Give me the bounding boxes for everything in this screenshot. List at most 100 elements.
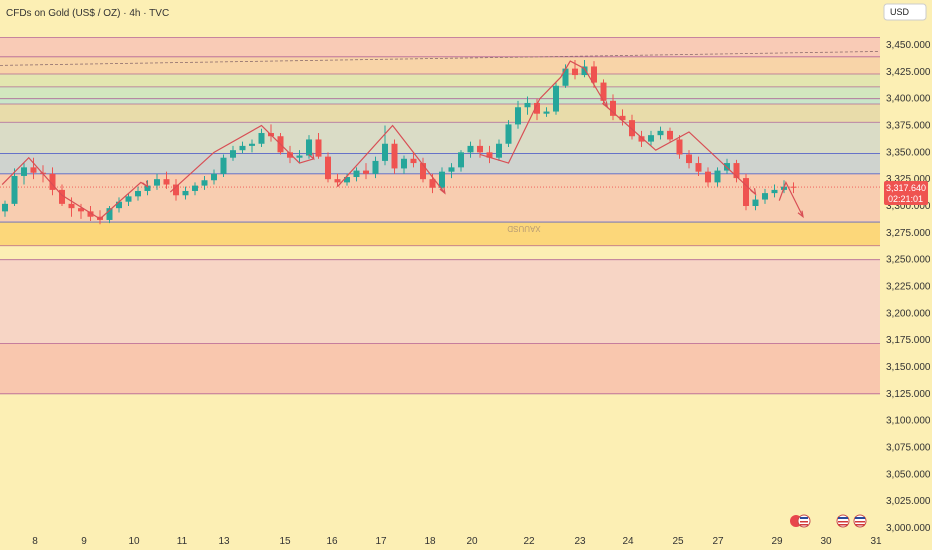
bearish-candle[interactable] bbox=[629, 120, 635, 137]
bullish-candle[interactable] bbox=[439, 171, 445, 188]
bullish-candle[interactable] bbox=[258, 133, 265, 144]
time-axis[interactable]: 8 9 10 11 13 15 16 17 18 20 22 23 24 25 27 29 30 31 bbox=[32, 536, 882, 547]
bearish-candle[interactable] bbox=[619, 115, 626, 121]
bullish-candle[interactable] bbox=[135, 190, 141, 197]
bullish-candle[interactable] bbox=[752, 199, 759, 206]
bearish-candle[interactable] bbox=[667, 130, 673, 140]
bearish-candle[interactable] bbox=[410, 158, 417, 164]
bullish-candle[interactable] bbox=[2, 203, 8, 212]
bearish-candle[interactable] bbox=[78, 208, 84, 212]
bearish-candle[interactable] bbox=[790, 186, 797, 188]
bullish-candle[interactable] bbox=[125, 196, 132, 202]
economic-event-icon[interactable] bbox=[790, 514, 811, 528]
bearish-candle[interactable] bbox=[638, 136, 645, 142]
currency-badge[interactable] bbox=[883, 3, 927, 21]
bearish-candle[interactable] bbox=[600, 82, 607, 101]
price-zone bbox=[0, 98, 880, 105]
bearish-candle[interactable] bbox=[334, 179, 341, 183]
bullish-candle[interactable] bbox=[116, 201, 122, 209]
bullish-candle[interactable] bbox=[239, 145, 246, 151]
bullish-candle[interactable] bbox=[192, 185, 198, 191]
price-axis[interactable]: 3,450.000 3,425.000 3,400.000 3,375.000 3,35… bbox=[886, 40, 931, 534]
bullish-candle[interactable] bbox=[201, 180, 208, 186]
price-zone bbox=[0, 104, 880, 123]
bullish-candle[interactable] bbox=[543, 111, 550, 114]
bearish-candle[interactable] bbox=[391, 143, 398, 169]
bearish-candle[interactable] bbox=[68, 203, 75, 209]
zigzag-path bbox=[479, 60, 608, 164]
bullish-candle[interactable] bbox=[220, 157, 227, 174]
bullish-candle[interactable] bbox=[581, 66, 588, 76]
bearish-candle[interactable] bbox=[572, 68, 578, 76]
bearish-candle[interactable] bbox=[695, 163, 702, 172]
zigzag-path bbox=[778, 180, 804, 218]
bullish-candle[interactable] bbox=[182, 190, 189, 196]
price-zone bbox=[0, 343, 880, 394]
bearish-candle[interactable] bbox=[287, 152, 293, 158]
arrowhead bbox=[797, 210, 804, 219]
bearish-candle[interactable] bbox=[420, 163, 426, 180]
us-flag-icon[interactable] bbox=[853, 514, 867, 528]
bearish-candle[interactable] bbox=[87, 211, 94, 217]
bullish-candle[interactable] bbox=[144, 185, 151, 191]
bullish-candle[interactable] bbox=[771, 189, 778, 194]
current-price-tag: 3,317.640 02:21:01 bbox=[884, 181, 928, 205]
bullish-candle[interactable] bbox=[515, 107, 521, 125]
bearish-candle[interactable] bbox=[429, 179, 436, 188]
bearish-candle[interactable] bbox=[163, 179, 170, 185]
bullish-candle[interactable] bbox=[448, 167, 455, 172]
bearish-candle[interactable] bbox=[591, 66, 597, 83]
bullish-candle[interactable] bbox=[249, 143, 255, 146]
bearish-candle[interactable] bbox=[49, 173, 56, 190]
bullish-candle[interactable] bbox=[372, 160, 379, 174]
bearish-candle[interactable] bbox=[686, 154, 692, 164]
bullish-candle[interactable] bbox=[401, 158, 407, 169]
bearish-candle[interactable] bbox=[733, 163, 740, 179]
bullish-candle[interactable] bbox=[344, 177, 350, 183]
bullish-candle[interactable] bbox=[11, 175, 18, 204]
bullish-candle[interactable] bbox=[382, 143, 388, 161]
bearish-candle[interactable] bbox=[30, 167, 37, 173]
bullish-candle[interactable] bbox=[524, 102, 531, 108]
bullish-candle[interactable] bbox=[458, 152, 464, 168]
bullish-candle[interactable] bbox=[467, 145, 474, 153]
bullish-candle[interactable] bbox=[496, 143, 502, 158]
bearish-candle[interactable] bbox=[59, 189, 65, 204]
bullish-candle[interactable] bbox=[306, 139, 312, 156]
bearish-candle[interactable] bbox=[173, 184, 179, 196]
bearish-candle[interactable] bbox=[363, 170, 369, 174]
bearish-candle[interactable] bbox=[477, 145, 483, 153]
bearish-candle[interactable] bbox=[743, 178, 749, 206]
bullish-candle[interactable] bbox=[211, 173, 217, 181]
bearish-candle[interactable] bbox=[486, 152, 493, 158]
bullish-candle[interactable] bbox=[505, 124, 512, 144]
y-tick-label: 3,225.000 bbox=[886, 282, 931, 293]
bullish-candle[interactable] bbox=[553, 85, 559, 112]
bullish-candle[interactable] bbox=[296, 155, 303, 158]
bullish-candle[interactable] bbox=[230, 150, 236, 158]
y-tick-label: 3,300.000 bbox=[886, 201, 931, 212]
bullish-candle[interactable] bbox=[648, 135, 654, 142]
y-tick-label: 3,125.000 bbox=[886, 389, 931, 400]
price-tag-box bbox=[884, 181, 928, 205]
bullish-candle[interactable] bbox=[353, 170, 360, 178]
bullish-candle[interactable] bbox=[762, 193, 768, 200]
y-tick-label: 3,025.000 bbox=[886, 496, 931, 507]
x-tick-label: 16 bbox=[326, 536, 338, 547]
bearish-candle[interactable] bbox=[610, 100, 616, 116]
bullish-candle[interactable] bbox=[106, 208, 113, 220]
bearish-candle[interactable] bbox=[534, 102, 540, 114]
us-flag-icon[interactable] bbox=[836, 514, 850, 528]
bearish-candle[interactable] bbox=[705, 171, 711, 183]
bearish-candle[interactable] bbox=[676, 139, 683, 155]
y-tick-label: 3,000.000 bbox=[886, 523, 931, 534]
bullish-candle[interactable] bbox=[714, 170, 721, 183]
bullish-candle[interactable] bbox=[154, 179, 160, 186]
bullish-candle[interactable] bbox=[21, 167, 27, 176]
bullish-candle[interactable] bbox=[657, 130, 664, 136]
bullish-candle[interactable] bbox=[562, 68, 569, 86]
bearish-candle[interactable] bbox=[325, 156, 331, 180]
bearish-candle[interactable] bbox=[315, 139, 322, 157]
x-tick-label: 25 bbox=[672, 536, 684, 547]
